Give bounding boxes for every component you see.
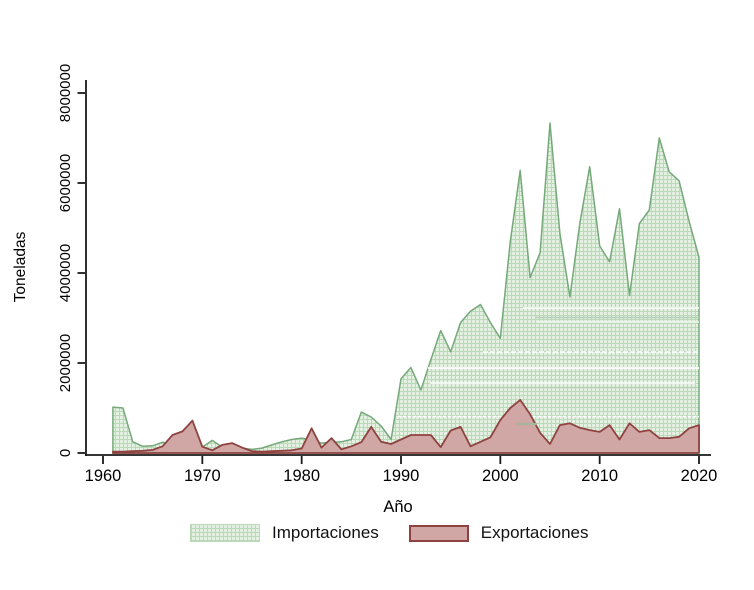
x-tick-label: 2010 xyxy=(581,467,618,485)
legend: Importaciones Exportaciones xyxy=(190,523,589,543)
x-tick-label: 1980 xyxy=(283,467,320,485)
y-tick-label: 6000000 xyxy=(57,154,74,212)
x-tick-label: 2000 xyxy=(482,467,519,485)
legend-item-importaciones: Importaciones xyxy=(190,523,379,543)
legend-label-importaciones: Importaciones xyxy=(272,523,379,542)
x-axis-title: Año xyxy=(383,498,413,516)
y-axis-title: Toneladas xyxy=(12,231,29,303)
y-tick-label: 0 xyxy=(57,449,74,457)
x-tick-label: 1990 xyxy=(383,467,420,485)
y-tick-label: 2000000 xyxy=(57,334,74,392)
y-tick-label: 8000000 xyxy=(57,64,74,122)
exportaciones-area xyxy=(112,399,700,454)
importaciones-swatch xyxy=(190,524,260,542)
legend-label-exportaciones: Exportaciones xyxy=(480,523,589,542)
x-tick-label: 1970 xyxy=(184,467,221,485)
x-tick-label: 1960 xyxy=(85,467,122,485)
importaciones-area xyxy=(112,122,700,454)
y-tick-label: 4000000 xyxy=(57,244,74,302)
x-tick-label: 2020 xyxy=(681,467,718,485)
legend-item-exportaciones: Exportaciones xyxy=(408,523,589,543)
exportaciones-swatch xyxy=(408,524,469,542)
